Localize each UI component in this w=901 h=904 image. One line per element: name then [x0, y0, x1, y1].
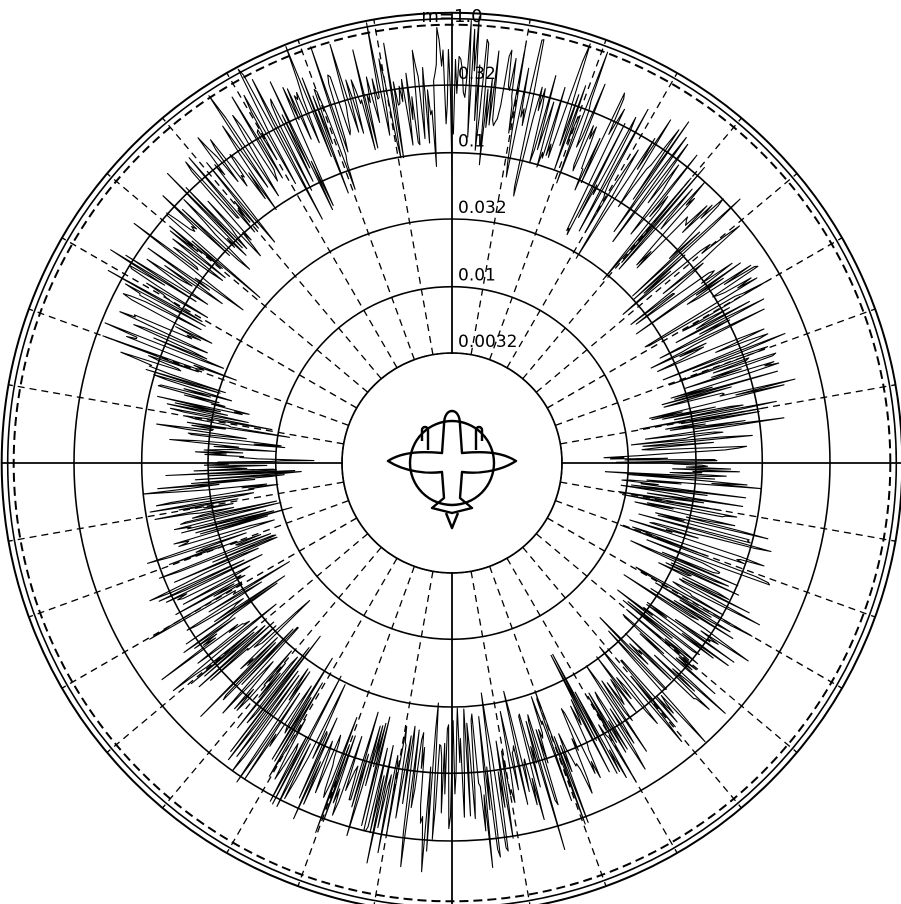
angular-gridline [226, 72, 398, 369]
angular-gridline [373, 19, 434, 355]
angular-gridline [506, 557, 678, 854]
ring-label: 0.0032 [458, 332, 517, 352]
angular-gridline [28, 308, 349, 426]
angular-gridline [535, 173, 798, 393]
angular-gridline [8, 481, 344, 542]
ring-label: 0.32 [458, 64, 496, 84]
ring-label: 0.1 [458, 132, 485, 152]
angular-gridline [546, 237, 843, 409]
outer-border-circle [0, 11, 901, 904]
angular-gridline [297, 39, 415, 360]
inner-ring [341, 352, 563, 574]
angular-gridline [560, 481, 896, 542]
angular-gridline [61, 237, 358, 409]
pattern-trace-group [102, 16, 796, 873]
angular-gridline [297, 566, 415, 887]
angular-gridline [489, 39, 607, 360]
angular-gridline [470, 571, 531, 904]
angular-gridline [28, 500, 349, 618]
angular-gridline [522, 117, 742, 380]
ring-labels: 0.0032 0.01 0.032 0.1 0.32 [458, 64, 517, 352]
center-disc [343, 354, 561, 572]
top-label: m=1.0 [421, 6, 482, 27]
angular-gridline [8, 384, 344, 445]
ring-label: 0.032 [458, 198, 507, 218]
angular-gridline [226, 557, 398, 854]
angular-gridline [373, 571, 434, 904]
angular-gridline [106, 173, 369, 393]
angular-gridline [555, 500, 876, 618]
angular-gridline [162, 117, 382, 380]
ring-label: 0.01 [458, 266, 496, 286]
airplane-icon [386, 409, 518, 530]
angular-gridline [470, 19, 531, 355]
pattern-trace [102, 16, 796, 873]
angular-gridline [535, 533, 798, 753]
